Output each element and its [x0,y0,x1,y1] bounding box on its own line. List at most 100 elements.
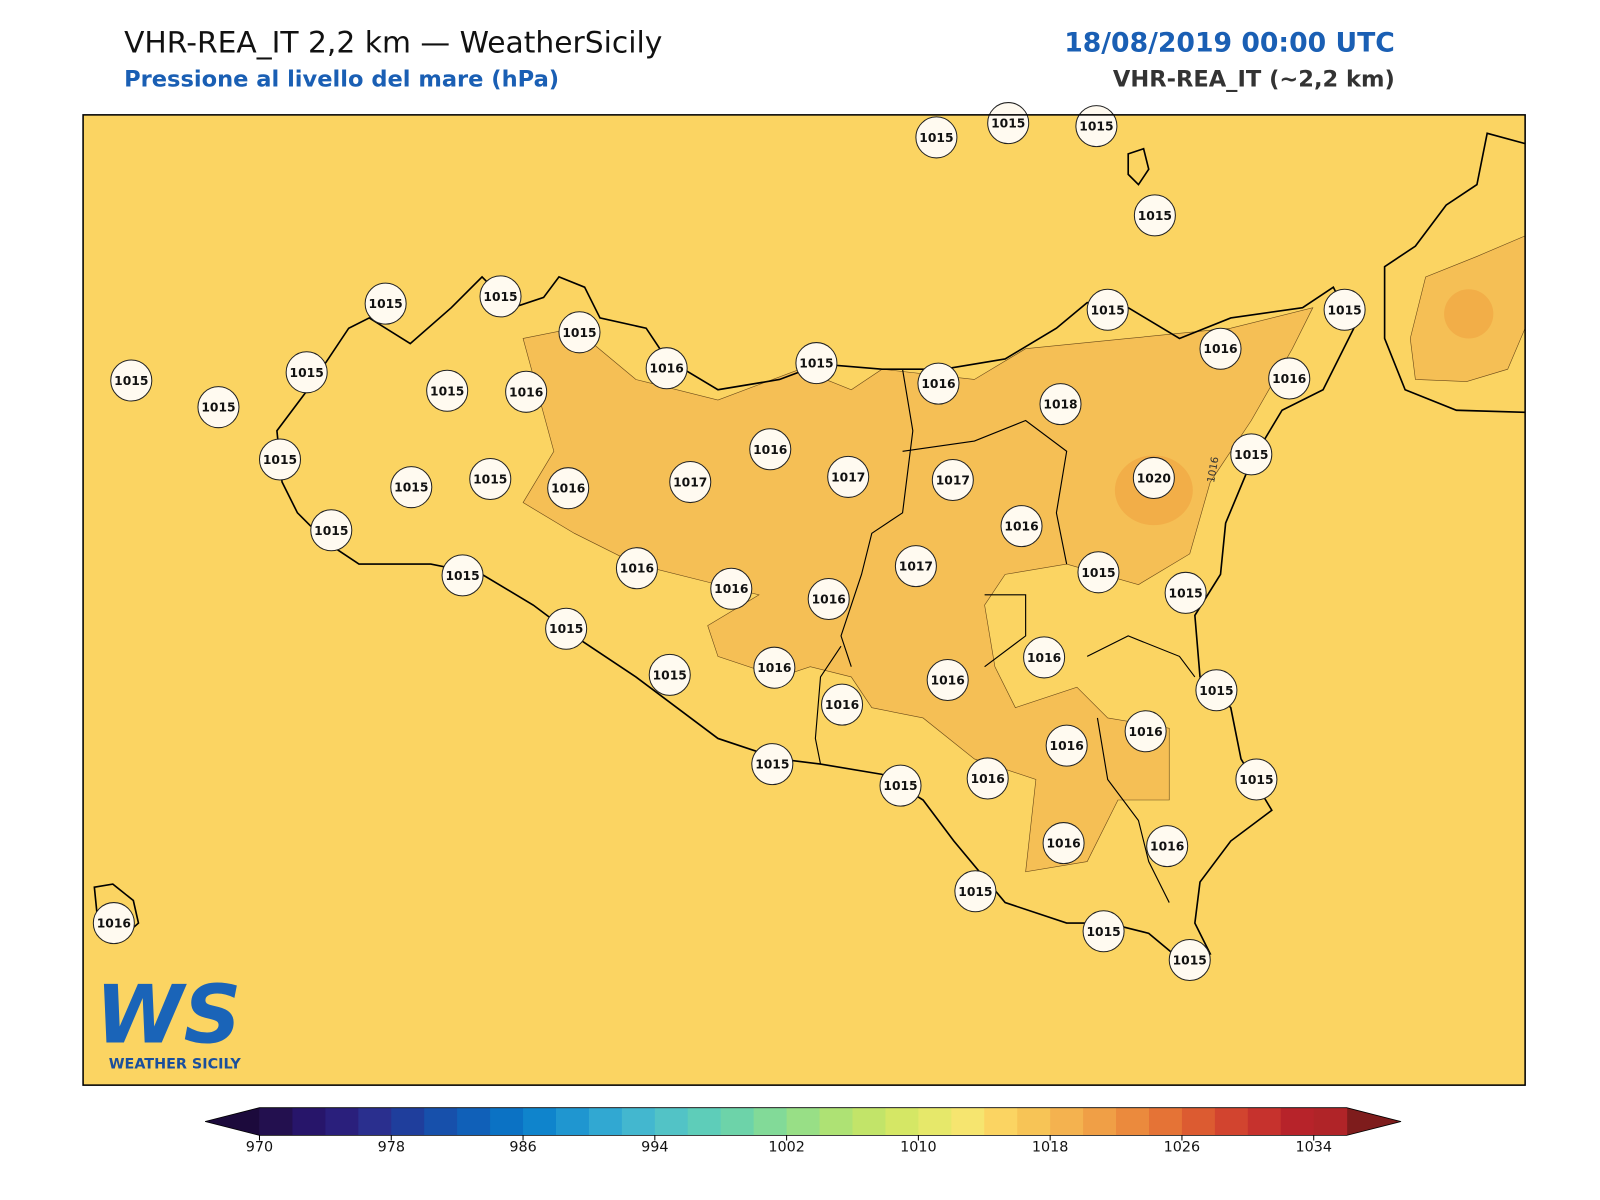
station-marker [1146,825,1189,868]
coastline [276,275,1355,960]
station-value: 1015 [562,326,596,340]
colorbar-segment [786,1107,821,1136]
station-value: 1015 [430,384,464,398]
station-value: 1015 [1091,303,1125,317]
subtitle: Pressione al livello del mare (hPa) [124,67,559,93]
station-value: 1015 [1199,684,1233,698]
station-marker [1230,433,1273,476]
station-value: 1017 [899,560,933,574]
station-marker [1164,571,1207,614]
station-marker [915,116,958,159]
station-marker [1045,724,1088,767]
station-marker [1124,710,1167,753]
station-value: 1015 [394,481,428,495]
station-value: 1015 [958,885,992,899]
station-marker [648,653,691,696]
station-value: 1016 [921,377,955,391]
high-pressure-area [522,307,1314,873]
station-marker [441,554,484,597]
colorbar-segment [424,1107,458,1136]
station-marker [645,347,688,390]
colorbar-tick-label: 1010 [900,1140,937,1156]
station-value: 1020 [1137,471,1171,485]
map-frame [82,114,1526,1086]
station-value: 1015 [883,779,917,793]
colorbar-segment [1050,1107,1084,1136]
logo-text: WEATHER SICILY [109,1057,242,1073]
station-value: 1015 [314,524,348,538]
station-value: 1015 [1138,209,1172,223]
colorbar-segment [588,1107,623,1136]
station-marker [987,102,1030,145]
station-marker [966,757,1009,800]
station-marker [1323,288,1366,331]
station-marker [827,455,870,498]
contour-label: 1016 [1205,456,1221,484]
station-value: 1016 [931,674,965,688]
station-value: 1016 [620,562,654,576]
station-value: 1015 [1327,303,1361,317]
province-border [814,369,1196,903]
station-value: 1015 [114,374,148,388]
station-value: 1017 [673,476,707,490]
colorbar-segment [259,1107,293,1136]
station-marker [258,438,302,481]
station-marker [669,461,712,504]
station-marker [1268,357,1311,400]
colorbar-segment [885,1107,919,1136]
colorbar-segment [1280,1107,1315,1136]
station-marker [615,547,658,590]
station-value: 1016 [1050,739,1084,753]
station-marker [710,567,753,610]
colorbar-segment [621,1107,656,1136]
title: VHR-REA_IT 2,2 km — WeatherSicily [124,26,662,61]
colorbar-tick-label: 1034 [1295,1140,1332,1156]
station-value: 1016 [1046,837,1080,851]
colorbar-segment [391,1107,425,1136]
station-marker [390,466,433,509]
station-marker [547,467,590,510]
station-value: 1016 [551,482,585,496]
station-marker [364,282,407,325]
station-value: 1015 [1173,954,1207,968]
station-value: 1016 [1129,725,1163,739]
station-marker [1077,551,1120,594]
station-marker [1235,758,1278,801]
map: 1016 1015 1015 1015 1015 1015 1015 1015 1016 1015… [82,102,1526,1086]
station-value: 1016 [714,582,748,596]
colorbar: 970 978 986 994 1002 1010 1018 1026 1034 [205,1107,1402,1156]
station-value: 1016 [971,772,1005,786]
station-marker [469,457,512,500]
colorbar-segment [1017,1107,1051,1136]
station-value: 1015 [919,131,953,145]
model: VHR-REA_IT (~2,2 km) [1113,67,1395,93]
station-value: 1016 [509,385,543,399]
station-value: 1016 [1150,840,1184,854]
station-marker [505,370,548,413]
station-marker [1039,383,1082,426]
colorbar-segment [1214,1107,1249,1136]
station-value: 1015 [483,290,517,304]
date: 18/08/2019 00:00 UTC [1064,28,1395,59]
station-marker [1042,822,1085,865]
station-value: 1016 [1272,372,1306,386]
colorbar-segment [819,1107,854,1136]
station-marker [753,646,796,689]
colorbar-segment [523,1107,557,1136]
station-marker [1075,105,1118,148]
colorbar-segment [1116,1107,1150,1136]
colorbar-segment [325,1107,359,1136]
station-marker [879,764,922,807]
logo-mark: WS [95,968,241,1061]
station-marker [1133,194,1176,237]
station-value: 1015 [1081,566,1115,580]
station-value: 1015 [369,297,403,311]
colorbar-segment [490,1107,524,1136]
peak-area [1444,289,1494,339]
station-marker [1082,910,1125,953]
colorbar-tick-label: 994 [641,1140,668,1156]
colorbar-segment [654,1107,689,1136]
station-value: 1015 [755,758,789,772]
station-value: 1017 [831,470,865,484]
station-value: 1015 [1079,120,1113,134]
